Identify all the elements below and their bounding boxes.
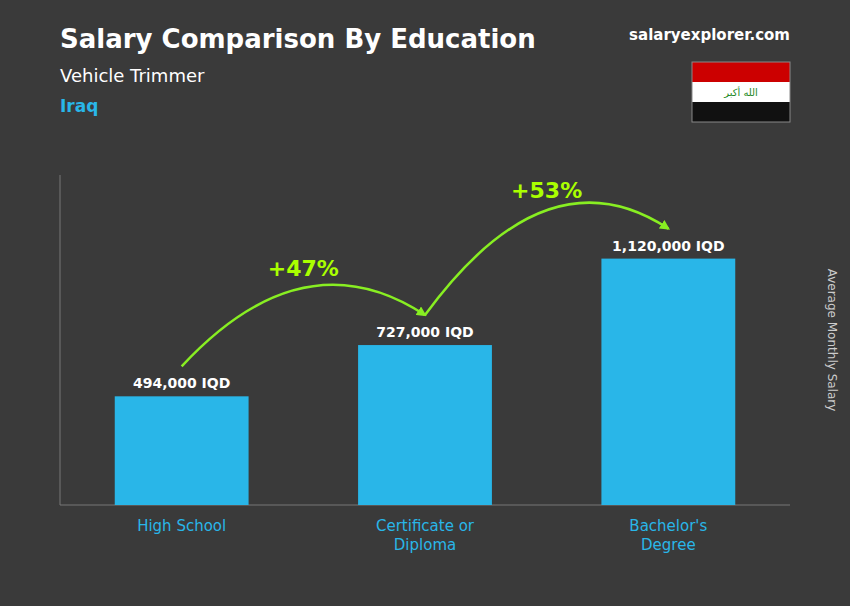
flag-text: الله أكبر [723, 86, 758, 98]
bars [115, 259, 736, 505]
flag-stripe [692, 62, 790, 82]
y-axis-line [60, 175, 61, 505]
bar [601, 259, 735, 505]
flag: الله أكبر [692, 62, 790, 122]
bar [115, 396, 249, 505]
flag-stripe [692, 102, 790, 122]
category-label-line: Degree [641, 536, 696, 554]
data-label: 1,120,000 IQD [612, 238, 724, 254]
data-label: 494,000 IQD [133, 375, 230, 391]
flag-border [692, 62, 790, 122]
y-axis-label: Average Monthly Salary [825, 269, 839, 412]
title: Salary Comparison By Education [60, 24, 536, 54]
category-label: High School [137, 517, 226, 535]
chart: Salary Comparison By Education Vehicle Tr… [0, 0, 850, 606]
category-label-line: Diploma [394, 536, 456, 554]
background [0, 0, 850, 606]
category-label: Bachelor'sDegree [629, 517, 707, 554]
category-label: Certificate orDiploma [376, 517, 475, 554]
category-label-line: Bachelor's [629, 517, 707, 535]
category-label-line: High School [137, 517, 226, 535]
arrow [182, 285, 425, 367]
arrow [425, 203, 668, 315]
source: salaryexplorer.com [629, 26, 790, 44]
bar [358, 345, 492, 505]
subtitle: Vehicle Trimmer [60, 65, 205, 86]
category-label-line: Certificate or [376, 517, 475, 535]
country: Iraq [60, 96, 98, 116]
annotation: +47% [268, 256, 339, 281]
flag-stripe [692, 82, 790, 102]
chart-container: Salary Comparison By Education Vehicle Tr… [0, 0, 850, 606]
annotation: +53% [511, 178, 582, 203]
data-label: 727,000 IQD [376, 324, 473, 340]
